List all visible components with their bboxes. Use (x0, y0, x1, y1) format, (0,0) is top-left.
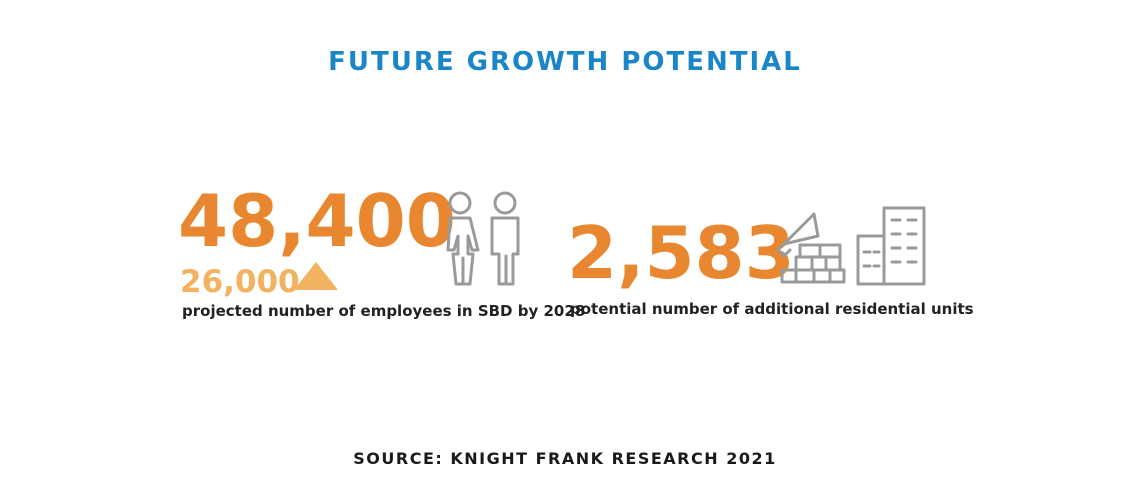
employees-value: 48,400 (178, 179, 456, 263)
units-value: 2,583 (567, 211, 795, 295)
title: FUTURE GROWTH POTENTIAL (328, 47, 802, 77)
units-description: potential number of additional residenti… (570, 300, 974, 318)
increase-triangle (294, 262, 338, 290)
employees-description: projected number of employees in SBD by … (182, 302, 585, 320)
employees-previous: 26,000 (180, 264, 300, 300)
source: SOURCE: KNIGHT FRANK RESEARCH 2021 (353, 449, 776, 468)
construction-icon (776, 206, 926, 286)
people-icon (446, 191, 520, 286)
